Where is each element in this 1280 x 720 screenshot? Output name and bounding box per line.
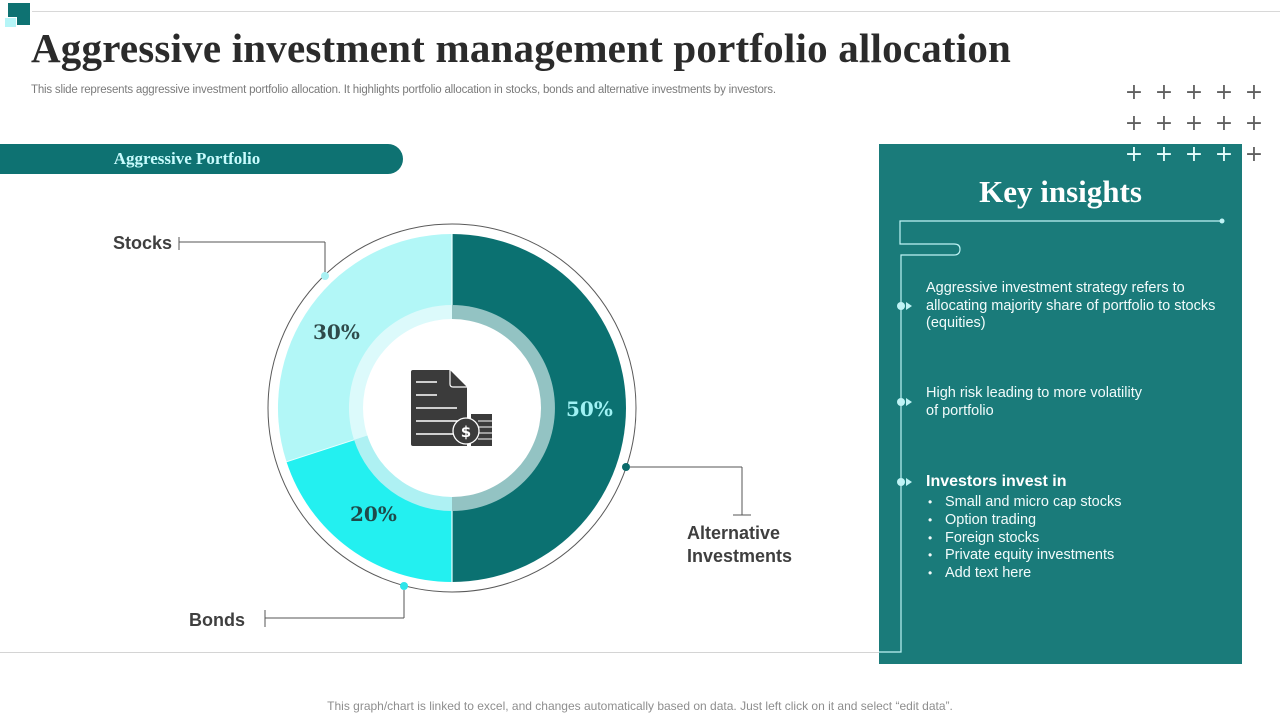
- inner-band-bonds: [354, 408, 452, 511]
- svg-text:$: $: [461, 423, 471, 441]
- bonds-label: Bonds: [189, 610, 245, 630]
- plus-icon: +: [1184, 80, 1204, 105]
- list-item: Option trading: [926, 512, 1121, 530]
- plus-icon: +: [1184, 111, 1204, 136]
- inner-band-stocks: [348, 304, 452, 440]
- insight-marker-icon: [897, 477, 917, 487]
- donut-center: [363, 319, 541, 497]
- footer-note: This graph/chart is linked to excel, and…: [327, 699, 953, 713]
- plus-icon: +: [1154, 142, 1174, 167]
- list-item: Small and micro cap stocks: [926, 494, 1121, 512]
- plus-icon: +: [1154, 111, 1174, 136]
- stocks-label: Stocks: [113, 233, 173, 253]
- portfolio-header-label: Aggressive Portfolio: [113, 149, 261, 168]
- alternative-label-line1: Alternative: [687, 523, 781, 543]
- stocks-percent-label: 30%: [313, 320, 360, 344]
- bottom-divider: [0, 652, 902, 653]
- bonds-callout-dot: [400, 582, 408, 590]
- plus-icon: +: [1124, 111, 1144, 136]
- investment-types-list: Small and micro cap stocks Option tradin…: [926, 494, 1121, 583]
- slice-stocks[interactable]: [277, 234, 452, 462]
- alternative-investments-label: Alternative Investments: [687, 522, 792, 568]
- plus-icon: +: [1214, 111, 1234, 136]
- stocks-callout-dot: [321, 272, 329, 280]
- top-divider: [32, 11, 1280, 12]
- slice-alternative-investments[interactable]: [452, 234, 626, 582]
- plus-icon: +: [1124, 142, 1144, 167]
- list-item: Foreign stocks: [926, 530, 1121, 548]
- list-item: Add text here: [926, 565, 1121, 583]
- insight-item-3-heading: Investors invest in: [926, 473, 1067, 490]
- alternative-label-line2: Investments: [687, 546, 793, 566]
- plus-icon: +: [1214, 80, 1234, 105]
- corner-accent-light: [4, 17, 17, 28]
- plus-icon: +: [1214, 142, 1234, 167]
- insight-marker-icon: [897, 397, 917, 407]
- plus-icon: +: [1184, 142, 1204, 167]
- list-item: Private equity investments: [926, 547, 1121, 565]
- insight-item-1: Aggressive investment strategy refers to…: [926, 280, 1216, 331]
- key-insights-title: Key insights: [979, 174, 1142, 209]
- slide-subtitle: This slide represents aggressive investm…: [31, 84, 776, 96]
- slide-title: Aggressive investment management portfol…: [31, 25, 1012, 71]
- plus-icon: +: [1244, 80, 1264, 105]
- bonds-percent-label: 20%: [350, 502, 397, 526]
- plus-icon: +: [1154, 80, 1174, 105]
- plus-icon: +: [1124, 80, 1144, 105]
- alternative-callout-dot: [622, 463, 630, 471]
- key-insights-panel: + + + + Key insights Aggressive investme…: [879, 144, 1242, 664]
- insight-item-2: High risk leading to more volatility of …: [926, 385, 1142, 419]
- insights-connector-lines: [879, 218, 1225, 653]
- plus-icon: +: [1244, 111, 1264, 136]
- alternative-percent-label: 50%: [566, 397, 613, 421]
- inner-band-right: [452, 305, 555, 511]
- plus-icon: +: [1244, 142, 1264, 167]
- slice-divider: [286, 407, 453, 463]
- portfolio-header-pill: Aggressive Portfolio: [0, 144, 403, 174]
- insight-marker-icon: [897, 301, 917, 311]
- outer-ring: [267, 223, 637, 593]
- document-dollar-icon: $: [411, 370, 492, 446]
- slice-bonds[interactable]: [286, 408, 453, 582]
